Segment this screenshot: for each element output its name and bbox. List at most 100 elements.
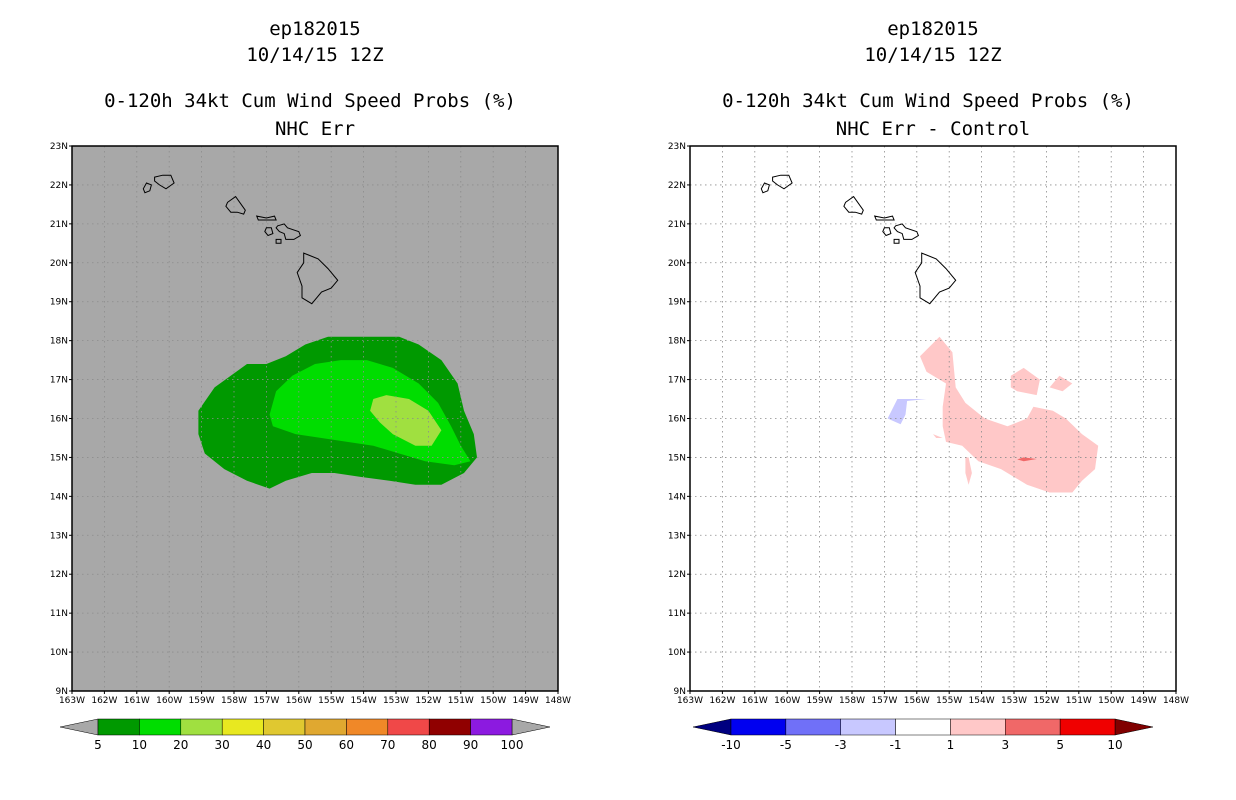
right-x-tick-label: 153W	[1001, 696, 1027, 706]
right-y-tick-label: 9N	[674, 687, 686, 697]
left-island-lanai	[264, 227, 274, 237]
right-colorbar-label: -1	[890, 738, 902, 752]
right-y-tick-label: 18N	[668, 337, 686, 347]
left-island-hawaii	[296, 252, 339, 305]
left-colorbar-label: 100	[501, 738, 524, 752]
left-x-tick-label: 159W	[189, 696, 215, 706]
left-x-tick-label: 151W	[448, 696, 474, 706]
left-colorbar-swatch	[97, 718, 140, 736]
right-x-tick-label: 152W	[1033, 696, 1059, 706]
left-island-niihau	[142, 182, 153, 194]
left-storm-id: ep182015	[269, 18, 361, 40]
right-date-time: 10/14/15 12Z	[864, 44, 1002, 66]
left-colorbar-high-arrow	[511, 718, 551, 736]
left-y-tick-label: 16N	[50, 415, 68, 425]
right-colorbar-label: -10	[721, 738, 741, 752]
left-colorbar-label: 90	[463, 738, 478, 752]
left-y-tick-label: 23N	[50, 142, 68, 152]
right-chart-subtitle: NHC Err - Control	[835, 118, 1031, 140]
right-contour-2	[1049, 375, 1073, 392]
right-island-hawaii	[914, 252, 957, 305]
left-contour-2	[370, 395, 442, 446]
left-chart-title: 0-120h 34kt Cum Wind Speed Probs (%)	[104, 90, 516, 112]
left-colorbar-label: 70	[380, 738, 395, 752]
left-colorbar-swatch	[263, 718, 306, 736]
left-colorbar-label: 30	[215, 738, 230, 752]
right-island-niihau	[760, 182, 771, 194]
right-island-lanai	[882, 227, 892, 237]
left-colorbar-label: 10	[132, 738, 147, 752]
left-colorbar-swatch	[221, 718, 264, 736]
left-colorbar-label: 80	[422, 738, 437, 752]
left-island-oahu	[225, 195, 246, 215]
left-x-tick-label: 161W	[124, 696, 150, 706]
left-x-tick-label: 163W	[59, 696, 85, 706]
left-x-tick-label: 162W	[91, 696, 117, 706]
right-y-tick-label: 11N	[668, 609, 686, 619]
left-y-tick-label: 11N	[50, 609, 68, 619]
right-y-tick-label: 20N	[668, 259, 686, 269]
left-colorbar-label: 60	[339, 738, 354, 752]
left-y-tick-label: 17N	[50, 376, 68, 386]
left-x-tick-label: 149W	[513, 696, 539, 706]
left-y-tick-label: 22N	[50, 181, 68, 191]
left-colorbar-swatch	[180, 718, 223, 736]
right-island-maui	[893, 223, 920, 240]
left-island-kauai	[154, 174, 175, 190]
left-x-tick-label: 158W	[221, 696, 247, 706]
right-colorbar-low-arrow	[692, 718, 732, 736]
left-island-kahoolawe	[275, 238, 282, 244]
left-y-tick-label: 18N	[50, 337, 68, 347]
left-y-tick-label: 14N	[50, 492, 68, 502]
left-date-time: 10/14/15 12Z	[246, 44, 384, 66]
right-contour-5	[1017, 457, 1037, 462]
right-contour-1	[1010, 367, 1040, 396]
right-colorbar-label: -3	[835, 738, 847, 752]
right-y-tick-label: 23N	[668, 142, 686, 152]
right-x-tick-label: 158W	[839, 696, 865, 706]
right-contour-3	[965, 457, 972, 485]
left-x-tick-label: 157W	[253, 696, 279, 706]
left-x-tick-label: 160W	[156, 696, 182, 706]
left-x-tick-label: 155W	[318, 696, 344, 706]
left-colorbar: 5 10 20 30 40 50 60 70 80 90 100	[59, 718, 551, 752]
right-y-tick-label: 15N	[668, 453, 686, 463]
right-colorbar-high-arrow	[1114, 718, 1154, 736]
left-x-tick-label: 152W	[415, 696, 441, 706]
left-x-tick-label: 156W	[286, 696, 312, 706]
left-island-molokai	[255, 215, 277, 221]
right-contour-4	[933, 434, 943, 438]
right-y-tick-label: 19N	[668, 298, 686, 308]
right-colorbar-swatch	[730, 718, 787, 736]
left-colorbar-label: 20	[173, 738, 188, 752]
left-colorbar-low-arrow	[59, 718, 99, 736]
left-y-tick-label: 15N	[50, 453, 68, 463]
right-x-tick-label: 157W	[871, 696, 897, 706]
right-x-tick-label: 160W	[774, 696, 800, 706]
right-x-tick-label: 163W	[677, 696, 703, 706]
right-colorbar-label: 5	[1056, 738, 1064, 752]
left-y-tick-label: 21N	[50, 220, 68, 230]
right-x-tick-label: 161W	[742, 696, 768, 706]
right-storm-id: ep182015	[887, 18, 979, 40]
right-colorbar: -10 -5 -3 -1 1 3 5 10	[692, 718, 1154, 752]
left-x-tick-label: 148W	[545, 696, 571, 706]
right-colorbar-label: -5	[780, 738, 792, 752]
left-colorbar-label: 50	[297, 738, 312, 752]
right-colorbar-swatch	[1059, 718, 1116, 736]
left-colorbar-swatch	[304, 718, 347, 736]
right-x-tick-label: 148W	[1163, 696, 1189, 706]
left-y-tick-label: 20N	[50, 259, 68, 269]
left-colorbar-label: 40	[256, 738, 271, 752]
right-contour-0	[920, 336, 1099, 493]
right-x-tick-label: 162W	[709, 696, 735, 706]
right-y-tick-label: 22N	[668, 181, 686, 191]
left-y-tick-label: 13N	[50, 531, 68, 541]
right-y-tick-label: 17N	[668, 376, 686, 386]
right-y-tick-label: 12N	[668, 570, 686, 580]
right-y-tick-label: 14N	[668, 492, 686, 502]
right-x-tick-label: 149W	[1131, 696, 1157, 706]
right-y-tick-label: 10N	[668, 648, 686, 658]
left-colorbar-swatch	[387, 718, 430, 736]
